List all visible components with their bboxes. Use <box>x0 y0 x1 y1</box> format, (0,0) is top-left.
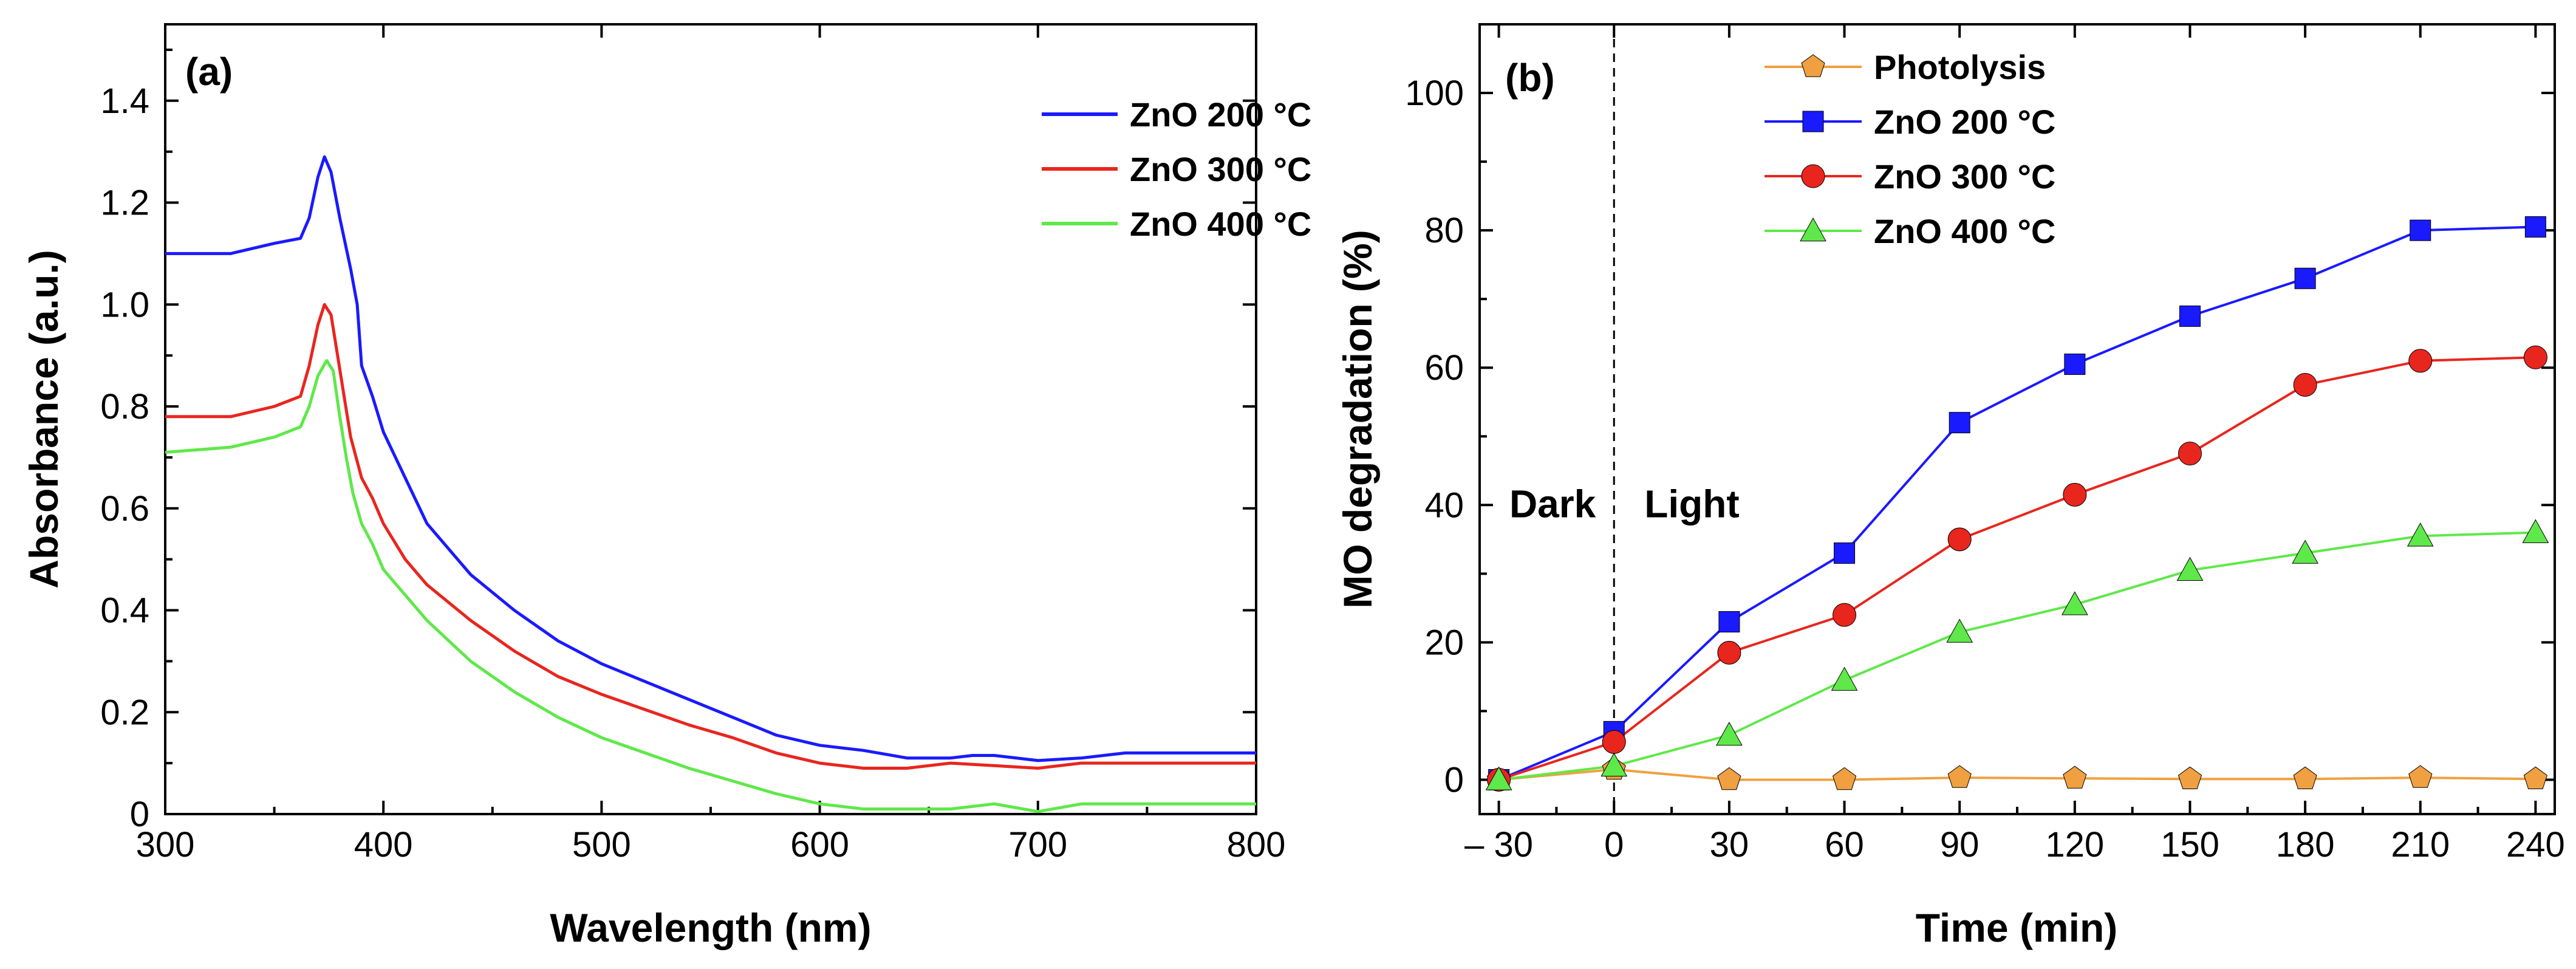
series-line-2 <box>1498 225 2536 781</box>
panel-b-label: (b) <box>1505 56 1555 100</box>
panel-a-label: (a) <box>185 50 233 94</box>
data-point <box>1601 752 1628 777</box>
data-point <box>2179 305 2201 327</box>
legend-label: ZnO 300 °C <box>1874 157 2055 196</box>
panel-b-x-axis-label: Time (min) <box>1916 905 2117 950</box>
legend-marker <box>1801 164 1825 188</box>
panel-a-legend: ZnO 200 °C ZnO 300 °C ZnO 400 °C <box>1042 95 1311 243</box>
data-point <box>2293 372 2317 397</box>
data-point <box>2294 267 2316 289</box>
legend-marker <box>1802 111 1824 132</box>
data-point <box>2176 556 2204 581</box>
data-point <box>2292 539 2318 564</box>
dark-annotation: Dark <box>1509 482 1596 526</box>
legend-marker <box>1801 54 1825 77</box>
data-point <box>1947 765 1972 788</box>
x-tick-label: 30 <box>1710 825 1749 865</box>
y-tick-label: 1.4 <box>100 81 149 121</box>
panel-b-plot-frame <box>1478 23 2556 815</box>
data-point <box>2524 216 2546 238</box>
data-point <box>2064 354 2086 375</box>
legend-label: ZnO 400 °C <box>1130 205 1311 243</box>
y-tick-label: 100 <box>1405 74 1464 113</box>
legend-marker <box>1800 217 1826 242</box>
data-point <box>2522 519 2549 543</box>
legend-label: ZnO 200 °C <box>1874 103 2055 141</box>
x-tick-label: 240 <box>2506 825 2565 865</box>
data-point <box>1946 618 1973 643</box>
x-tick-label: 90 <box>1940 825 1980 865</box>
x-tick-label: 210 <box>2391 825 2450 865</box>
data-point <box>2523 345 2547 369</box>
x-tick-label: 600 <box>790 825 849 865</box>
data-point <box>1831 666 1858 691</box>
data-point <box>1718 611 1740 632</box>
panel-a-x-axis-label: Wavelength (nm) <box>550 905 871 950</box>
panel-a-y-axis-label: Absorbance (a.u.) <box>21 250 66 588</box>
x-tick-label: 150 <box>2161 825 2219 865</box>
x-tick-label: – 30 <box>1464 825 1533 865</box>
legend-label: ZnO 400 °C <box>1874 212 2055 250</box>
data-point <box>2178 442 2202 466</box>
data-point <box>1834 542 1856 564</box>
legend-label: ZnO 200 °C <box>1130 95 1311 134</box>
data-point <box>2407 522 2434 547</box>
y-tick-label: 60 <box>1424 348 1464 388</box>
x-tick-label: 500 <box>572 825 631 865</box>
panel-b-legend: Photolysis ZnO 200 °C ZnO 300 °C ZnO 400 °C <box>1765 48 2055 250</box>
y-tick-label: 1.0 <box>100 285 149 324</box>
panel-a-plot-frame <box>164 23 1257 815</box>
series-line-2 <box>165 303 1256 770</box>
panel-a-absorbance-chart: (a) Wavelength (nm) Absorbance (a.u.) 30… <box>21 23 1311 950</box>
series-line-3 <box>165 359 1256 813</box>
y-tick-label: 0.8 <box>100 387 149 426</box>
x-tick-label: 800 <box>1227 825 1286 865</box>
data-point <box>2061 591 2088 615</box>
x-tick-label: 120 <box>2045 825 2104 865</box>
data-point <box>2410 219 2431 241</box>
data-point <box>2178 766 2202 789</box>
y-tick-label: 80 <box>1424 211 1464 250</box>
panel-b-y-axis-label: MO degradation (%) <box>1335 230 1380 608</box>
data-point <box>1947 527 1972 552</box>
x-tick-label: 0 <box>1604 825 1624 865</box>
data-point <box>1717 640 1741 665</box>
data-point <box>1485 766 1512 790</box>
x-tick-label: 60 <box>1825 825 1864 865</box>
data-point <box>2293 766 2317 789</box>
data-point <box>1949 412 1970 434</box>
y-tick-label: 0.6 <box>100 489 149 529</box>
series-line-4 <box>1498 531 2536 781</box>
y-tick-label: 20 <box>1424 623 1464 662</box>
series-line-1 <box>1498 768 2536 781</box>
data-point <box>2408 349 2433 373</box>
x-tick-label: 300 <box>136 825 195 865</box>
data-point <box>2063 482 2087 507</box>
data-point <box>1716 721 1743 746</box>
y-tick-label: 0 <box>1444 760 1464 800</box>
data-point <box>2523 766 2547 789</box>
y-tick-label: 0.4 <box>100 591 149 631</box>
legend-label: ZnO 300 °C <box>1130 150 1311 188</box>
series-line-3 <box>1498 356 2536 781</box>
panel-b-degradation-chart: (b) Time (min) MO degradation (%) Dark L… <box>1335 23 2565 950</box>
x-tick-label: 700 <box>1008 825 1067 865</box>
light-annotation: Light <box>1644 482 1739 526</box>
data-point <box>1833 603 1857 627</box>
y-tick-label: 1.2 <box>100 183 149 223</box>
data-point <box>1832 767 1857 790</box>
legend-label: Photolysis <box>1874 48 2046 86</box>
y-tick-label: 40 <box>1424 485 1464 525</box>
y-tick-label: 0.2 <box>100 693 149 732</box>
x-tick-label: 180 <box>2276 825 2335 865</box>
data-point <box>1717 767 1741 790</box>
series-line-1 <box>165 155 1256 762</box>
y-tick-label: 0 <box>130 795 149 834</box>
data-point <box>2063 765 2087 789</box>
data-point <box>2408 765 2433 788</box>
x-tick-label: 400 <box>354 825 413 865</box>
data-point <box>1602 730 1626 754</box>
